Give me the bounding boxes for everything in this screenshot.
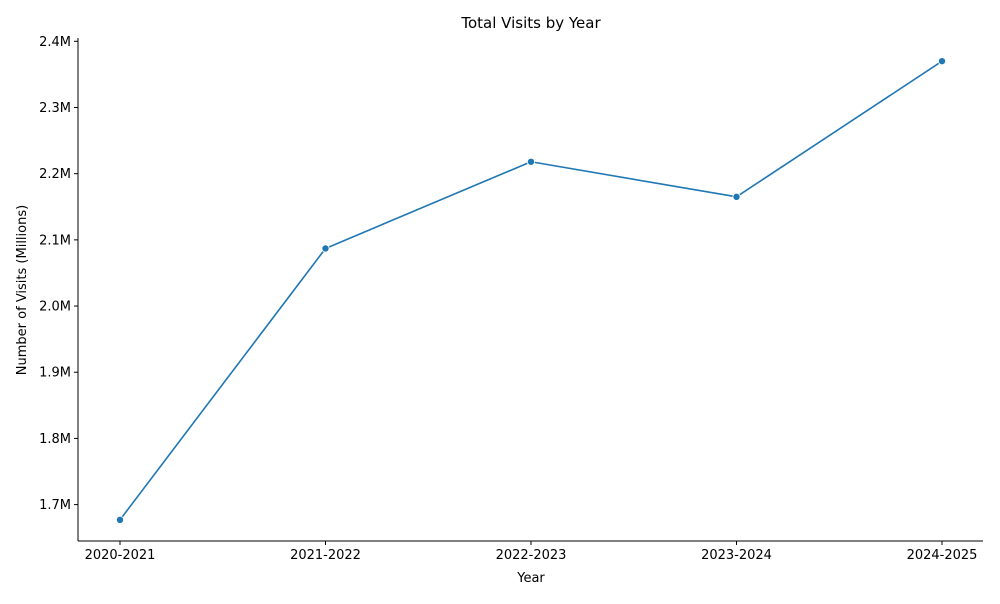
x-tick-label: 2021-2022: [290, 548, 361, 563]
y-tick-label: 2.2M: [39, 167, 71, 182]
series-line: [119, 60, 943, 521]
x-tick-label: 2023-2024: [701, 548, 772, 563]
y-tick-label: 2.3M: [39, 101, 71, 116]
data-point: [938, 57, 947, 66]
x-tick-label: 2020-2021: [85, 548, 156, 563]
data-point: [321, 244, 330, 253]
y-tick-label: 2.1M: [39, 233, 71, 248]
y-axis-label: Number of Visits (Millions): [15, 205, 30, 375]
y-tick-label: 1.9M: [39, 366, 71, 381]
axes: 1.7M 1.8M 1.9M 2.0M 2.1M 2.2M 2.3M 2.4M 2020-202…: [39, 35, 983, 563]
y-tick-label: 2.0M: [39, 300, 71, 315]
y-tick-label: 1.8M: [39, 432, 71, 447]
data-point: [527, 157, 536, 166]
x-tick-label: 2022-2023: [496, 548, 567, 563]
data-point: [116, 515, 125, 524]
y-tick-label: 1.7M: [39, 498, 71, 513]
chart-title: Total Visits by Year: [460, 14, 601, 32]
series-layer: [116, 57, 947, 524]
x-axis-label: Year: [516, 571, 545, 586]
data-point: [732, 192, 741, 201]
y-tick-label: 2.4M: [39, 35, 71, 50]
x-tick-label: 2024-2025: [907, 548, 978, 563]
